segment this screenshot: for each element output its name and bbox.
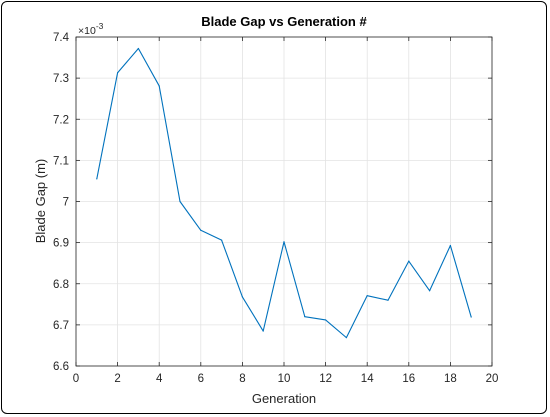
x-tick-label: 4 [156,373,163,385]
series-layer [96,47,472,339]
y-tick-label: 7.2 [53,114,69,126]
x-tick-label: 0 [73,373,79,385]
data-point [470,316,472,318]
grid-lines [75,36,493,367]
data-point [366,295,368,297]
x-tick-label: 6 [198,373,204,385]
data-point [158,85,160,87]
data-point [304,316,306,318]
y-tick-label: 6.6 [53,361,69,373]
data-point [345,337,347,339]
x-axis-label: Generation [252,391,316,406]
x-tick-label: 18 [444,373,457,385]
axis-ticks [75,36,493,367]
x-tick-label: 16 [402,373,415,385]
y-tick-label: 6.9 [53,238,69,250]
data-point [221,239,223,241]
y-tick-label: 6.8 [53,279,69,291]
x-tick-label: 20 [486,373,499,385]
data-point [137,47,139,50]
data-point [325,319,327,321]
x-tick-labels: 0 2 4 6 8 10 12 14 16 18 20 [73,373,499,385]
y-axis-label: Blade Gap (m) [33,159,48,244]
data-point [283,241,285,243]
y-tick-label: 6.7 [53,320,69,332]
x-tick-label: 2 [114,373,120,385]
data-point [241,296,243,298]
x-tick-label: 10 [278,373,291,385]
chart-title: Blade Gap vs Generation # [201,14,367,29]
x-tick-label: 14 [361,373,374,385]
y-tick-label: 7.3 [53,73,69,85]
data-point [117,72,119,74]
x-tick-label: 12 [319,373,332,385]
y-tick-labels: 6.6 6.7 6.8 6.9 7 7.1 7.2 7.3 7.4 [53,32,70,373]
y-multiplier-base: ×10 [78,25,96,37]
data-point [387,299,389,301]
y-tick-label: 7.1 [53,155,69,167]
data-point [96,178,98,180]
y-tick-label: 7 [63,197,69,209]
data-point [200,229,202,231]
data-point [179,200,181,203]
data-point [449,244,451,247]
x-tick-label: 8 [239,373,245,385]
y-tick-label: 7.4 [53,32,70,44]
data-point [408,260,410,262]
y-multiplier-exponent: -3 [96,21,104,31]
data-point [262,330,264,332]
data-point [429,290,431,292]
y-multiplier: ×10-3 [78,21,104,37]
